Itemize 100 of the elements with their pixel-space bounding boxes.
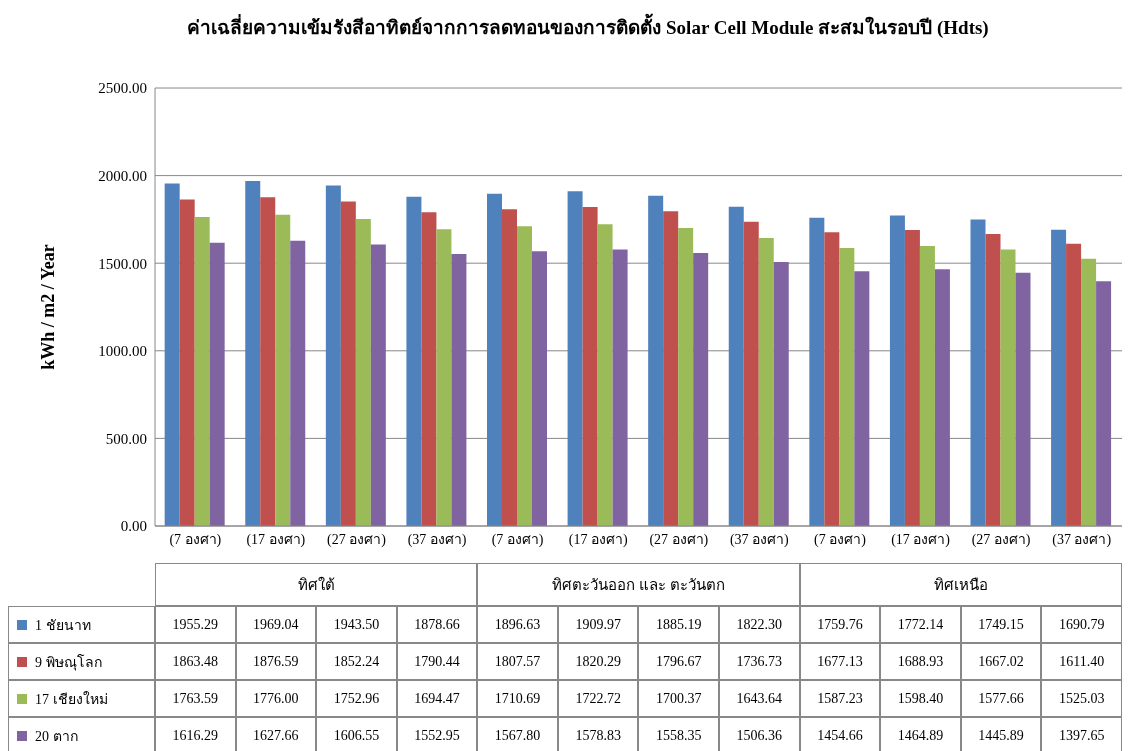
data-label: 1759.76 — [799, 606, 881, 643]
bar — [532, 251, 547, 526]
data-label: 1763.59 — [155, 680, 236, 717]
legend-label: 9 พิษณุโลก — [8, 643, 155, 680]
bar — [355, 218, 371, 526]
data-label: 1878.66 — [396, 606, 478, 643]
data-label: 1700.37 — [638, 680, 720, 717]
x-tick-label: (37 องศา) — [407, 531, 467, 548]
bar — [436, 229, 452, 526]
bar — [567, 191, 583, 526]
y-tick-label: 2500.00 — [98, 80, 147, 97]
x-tick-label: (7 องศา) — [169, 531, 222, 548]
bar — [597, 224, 613, 526]
bar — [773, 262, 789, 526]
bar — [245, 181, 261, 526]
bar — [275, 214, 291, 526]
x-tick-label: (27 องศา) — [327, 531, 387, 548]
bar — [406, 196, 422, 526]
bar — [612, 249, 628, 526]
bar — [260, 197, 276, 526]
x-tick-label: (17 องศา) — [891, 531, 951, 548]
data-label: 1616.29 — [155, 717, 236, 751]
data-label: 1896.63 — [477, 606, 558, 643]
bar — [854, 271, 870, 526]
bar — [839, 247, 855, 526]
data-label: 1807.57 — [477, 643, 558, 680]
bar — [693, 252, 709, 526]
data-label: 1852.24 — [316, 643, 397, 680]
data-label: 1955.29 — [155, 606, 236, 643]
data-label: 1558.35 — [638, 717, 720, 751]
bar — [728, 206, 744, 526]
bar — [1096, 281, 1112, 526]
bar — [502, 209, 517, 526]
y-tick-label: 2000.00 — [98, 167, 147, 184]
data-label: 1752.96 — [316, 680, 397, 717]
data-label: 1710.69 — [477, 680, 558, 717]
data-label: 1722.72 — [557, 680, 639, 717]
data-label: 1909.97 — [557, 606, 639, 643]
y-tick-label: 1500.00 — [98, 255, 147, 272]
bar — [1081, 258, 1097, 526]
data-label: 1598.40 — [880, 680, 961, 717]
x-tick-label: (7 องศา) — [491, 531, 544, 548]
bar — [517, 226, 532, 526]
data-label: 1776.00 — [235, 680, 317, 717]
bar — [934, 269, 950, 526]
legend-label: 17 เชียงใหม่ — [8, 680, 155, 717]
bar — [1066, 243, 1082, 526]
y-tick-label: 500.00 — [105, 430, 147, 447]
data-label: 1749.15 — [960, 606, 1042, 643]
y-tick-label: 1000.00 — [98, 343, 147, 360]
data-label: 1606.55 — [316, 717, 397, 751]
x-tick-label: (27 องศา) — [649, 531, 709, 548]
bar — [370, 244, 386, 526]
bar — [743, 221, 759, 526]
legend-label: 1 ชัยนาท — [8, 606, 155, 643]
data-label: 1688.93 — [880, 643, 961, 680]
data-label: 1464.89 — [880, 717, 961, 751]
data-label: 1587.23 — [799, 680, 881, 717]
bar — [663, 211, 679, 526]
data-label: 1454.66 — [799, 717, 881, 751]
bar — [919, 245, 935, 526]
bar — [209, 242, 225, 526]
text: ทิศเหนือ — [799, 563, 1122, 606]
bar — [179, 199, 195, 526]
data-label: 1627.66 — [235, 717, 317, 751]
bar — [1051, 229, 1067, 526]
bar — [1015, 272, 1031, 526]
text: ทิศใต้ — [155, 563, 478, 606]
data-label: 1885.19 — [638, 606, 720, 643]
x-tick-label: (37 องศา) — [1052, 531, 1112, 548]
data-label: 1567.80 — [477, 717, 558, 751]
y-tick-label: 0.00 — [120, 518, 147, 535]
data-label: 1643.64 — [719, 680, 800, 717]
bar — [194, 217, 210, 526]
bar — [290, 240, 306, 526]
data-label: 1677.13 — [799, 643, 881, 680]
data-label: 1863.48 — [155, 643, 236, 680]
data-label: 1690.79 — [1041, 606, 1122, 643]
text: ทิศตะวันออก และ ตะวันตก — [477, 563, 800, 606]
data-label: 1790.44 — [396, 643, 478, 680]
bar — [758, 238, 774, 526]
data-label: 1822.30 — [719, 606, 800, 643]
data-label: 1943.50 — [316, 606, 397, 643]
legend-label: 20 ตาก — [8, 717, 155, 751]
data-label: 1552.95 — [396, 717, 478, 751]
bar — [582, 207, 598, 526]
bar — [487, 193, 502, 526]
bar — [904, 230, 920, 526]
data-label: 1577.66 — [960, 680, 1042, 717]
bar — [985, 233, 1001, 526]
x-tick-label: (27 องศา) — [971, 531, 1031, 548]
bar — [809, 217, 825, 526]
bar — [678, 228, 694, 526]
bar — [325, 185, 341, 526]
bar — [970, 219, 986, 526]
data-label: 1820.29 — [557, 643, 639, 680]
data-label: 1611.40 — [1041, 643, 1122, 680]
bar — [451, 253, 467, 526]
data-label: 1694.47 — [396, 680, 478, 717]
data-label: 1578.83 — [557, 717, 639, 751]
